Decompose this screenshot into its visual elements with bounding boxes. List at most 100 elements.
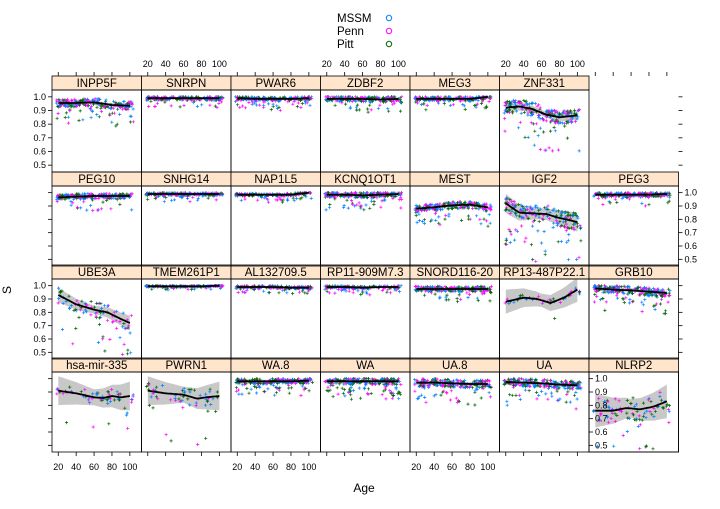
data-point (505, 400, 508, 403)
data-point (563, 125, 566, 128)
data-point (255, 103, 258, 106)
data-point (61, 328, 64, 331)
data-point (342, 206, 345, 209)
panel-kcnq1ot1: KCNQ1OT1 (321, 172, 411, 266)
data-point (362, 208, 365, 211)
data-point (423, 396, 426, 399)
data-point (243, 198, 246, 201)
panel-title: hsa-mir-335 (66, 360, 127, 372)
data-point (67, 122, 70, 125)
data-point (299, 394, 302, 397)
data-point (539, 127, 542, 130)
panel-pwrn1: PWRN1 (142, 358, 232, 452)
panel-snrpn: SNRPN (142, 76, 232, 172)
panel-title: ZDBF2 (347, 78, 383, 90)
data-point (508, 393, 511, 396)
panel-znf331: ZNF331 (500, 76, 590, 172)
data-point (89, 204, 92, 207)
data-point (534, 102, 537, 105)
data-point (247, 392, 250, 395)
data-point (79, 109, 82, 112)
data-point (615, 201, 618, 204)
panel-title: PWAR6 (256, 78, 296, 90)
data-point (104, 98, 107, 101)
data-point (573, 394, 576, 397)
data-point (551, 149, 554, 152)
data-point (74, 327, 77, 330)
data-point (467, 218, 470, 221)
data-point (188, 200, 191, 203)
panel-inpp5f: INPP5F (52, 76, 142, 172)
data-point (456, 297, 459, 300)
data-point (638, 447, 641, 450)
data-point (308, 104, 311, 107)
data-point (240, 199, 243, 202)
panel-snhg14: SNHG14 (142, 172, 232, 266)
data-point (378, 104, 381, 107)
data-point (334, 104, 337, 107)
data-point (535, 391, 538, 394)
data-point (82, 200, 85, 203)
data-point (439, 208, 442, 211)
data-point (626, 430, 629, 433)
data-point (556, 390, 559, 393)
data-point (443, 218, 446, 221)
data-point (565, 401, 568, 404)
data-point (349, 393, 352, 396)
data-point (116, 108, 119, 111)
data-point (534, 260, 537, 263)
data-point (579, 239, 582, 242)
data-point (399, 393, 402, 396)
data-point (544, 250, 547, 253)
panel-tmem261p1: TMEM261P1 (142, 265, 232, 359)
data-point (523, 136, 526, 139)
data-point (96, 97, 99, 100)
data-point (528, 389, 531, 392)
data-point (384, 397, 387, 400)
data-point (577, 256, 580, 259)
data-point (237, 393, 240, 396)
data-point (245, 387, 248, 390)
data-point (130, 208, 133, 211)
data-point (173, 198, 176, 201)
data-point (544, 253, 547, 256)
data-point (350, 398, 353, 401)
confidence-band (58, 376, 130, 410)
data-point (364, 100, 367, 103)
data-point (350, 386, 353, 389)
data-point (603, 309, 606, 312)
data-point (420, 394, 423, 397)
data-point (359, 397, 362, 400)
data-point (275, 104, 278, 107)
data-point (640, 301, 643, 304)
data-point (537, 134, 540, 137)
data-point (524, 389, 527, 392)
data-point (663, 312, 666, 315)
data-point (517, 126, 520, 129)
data-point (554, 129, 557, 132)
data-point (434, 293, 437, 296)
data-point (659, 302, 662, 305)
data-point (524, 237, 527, 240)
data-point (485, 219, 488, 222)
legend-label: MSSM (337, 13, 372, 25)
data-point (616, 297, 619, 300)
data-point (456, 300, 459, 303)
data-point (91, 110, 94, 113)
data-point (553, 317, 556, 320)
data-point (422, 102, 425, 105)
data-point (281, 198, 284, 201)
data-point (484, 106, 487, 109)
data-point (129, 351, 132, 354)
data-point (575, 258, 578, 261)
data-point (206, 410, 209, 413)
data-point (358, 108, 361, 111)
data-point (146, 198, 149, 201)
data-point (399, 110, 402, 113)
data-point (537, 394, 540, 397)
smooth-line (595, 194, 667, 195)
data-point (367, 387, 370, 390)
data-point (488, 100, 491, 103)
data-point (644, 204, 647, 207)
